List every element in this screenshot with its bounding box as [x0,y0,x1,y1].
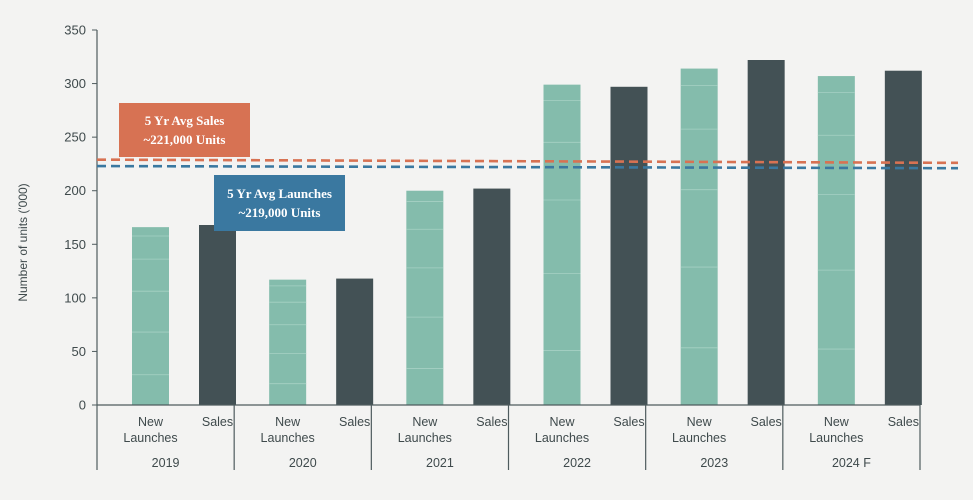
bar-sales-2020 [336,278,374,405]
x-bar-label: New [687,415,713,429]
x-bar-label: Launches [672,431,726,445]
bar-new-launches-2020 [269,279,307,405]
y-tick-label: 250 [64,130,86,145]
x-bar-label: Sales [476,415,507,429]
x-group-label: 2024 F [832,456,871,470]
x-bar-label: New [549,415,575,429]
avg-sales-callout: 5 Yr Avg Sales ~221,000 Units [119,103,250,157]
avg-launches-callout-title: 5 Yr Avg Launches [227,186,332,201]
x-bar-label: Launches [261,431,315,445]
bars-layer [132,60,922,406]
bar-sales-2024-F [884,70,922,405]
x-group-label: 2021 [426,456,454,470]
bar-new-launches-2024-F [817,76,855,406]
x-bar-label: Launches [809,431,863,445]
x-group-label: 2022 [563,456,591,470]
x-bar-label: Launches [398,431,452,445]
avg-launches-line [96,164,959,170]
avg-sales-line [96,158,959,165]
x-bar-label: Sales [202,415,233,429]
x-group-label: 2023 [700,456,728,470]
bar-new-launches-2023 [680,68,718,406]
x-bar-label: Sales [751,415,782,429]
reference-lines-layer [96,158,959,170]
y-tick-label: 350 [64,23,86,38]
y-tick-label: 150 [64,237,86,252]
x-bar-label: New [412,415,438,429]
x-bar-label: Launches [535,431,589,445]
bar-sales-2021 [473,188,511,405]
bar-sales-2022 [610,86,648,406]
bar-new-launches-2021 [406,190,444,405]
y-axis-title: Number of units ('000) [16,183,30,301]
y-tick-label: 300 [64,76,86,91]
axes-layer: 0 50 100 150 200 250 300 350 Number of units ('0… [16,23,921,470]
y-tick-label: 100 [64,290,86,305]
avg-sales-callout-title: 5 Yr Avg Sales [144,113,225,128]
bar-new-launches-2019 [132,227,169,405]
x-group-label: 2020 [289,456,317,470]
y-tick-label: 200 [64,183,86,198]
avg-launches-callout-value: ~219,000 Units [238,205,321,220]
bar-sales-2019 [199,225,236,405]
bar-sales-2023 [747,60,785,405]
x-bar-label: New [138,415,164,429]
x-bar-label: Sales [339,415,370,429]
y-tick-label: 0 [79,398,86,413]
x-bar-label: Sales [888,415,919,429]
bar-new-launches-2022 [543,84,581,406]
x-bar-label: Sales [613,415,644,429]
x-bar-label: New [824,415,850,429]
avg-launches-callout: 5 Yr Avg Launches ~219,000 Units [214,175,345,231]
x-group-label: 2019 [152,456,180,470]
x-bar-label: Launches [123,431,177,445]
y-tick-label: 50 [72,344,86,359]
avg-sales-callout-value: ~221,000 Units [143,132,226,147]
x-bar-label: New [275,415,301,429]
